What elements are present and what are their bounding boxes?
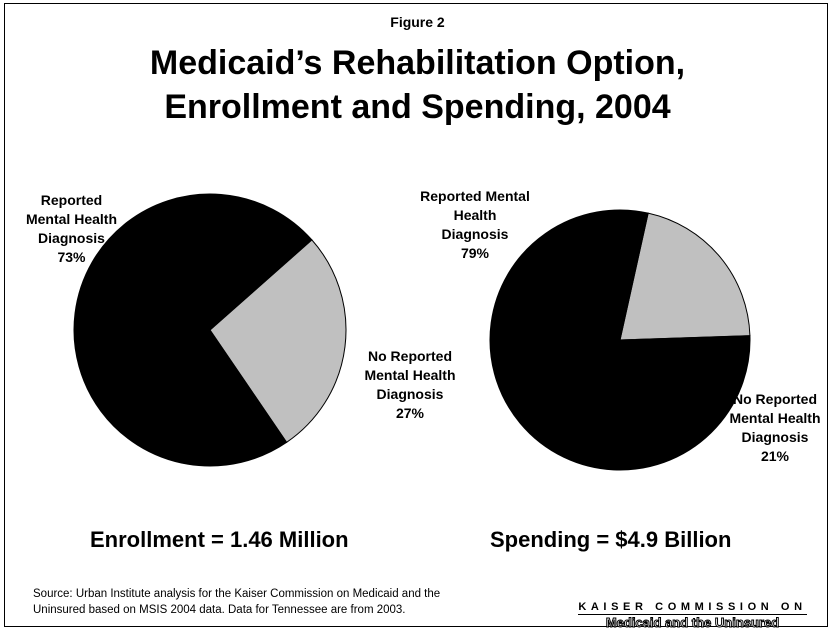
chart-title-line1: Medicaid’s Rehabilitation Option,	[149, 44, 686, 82]
figure-frame	[4, 3, 828, 627]
pie-slice-no-reported	[209, 239, 347, 444]
chart-title-line2: Enrollment and Spending, 2004	[164, 88, 671, 126]
figure-label: Figure 2	[390, 14, 445, 30]
pie-slice-reported	[489, 209, 751, 471]
pie-slice-reported	[73, 193, 313, 467]
enrollment-summary: Enrollment = 1.46 Million	[90, 527, 349, 552]
spending-no-reported-label: No Reported Mental Health Diagnosis 21%	[729, 391, 821, 464]
enrollment-reported-label: Reported Mental Health Diagnosis 73%	[25, 192, 117, 265]
kaiser-logo: KAISER COMMISSION ON Medicaid and the Un…	[570, 597, 815, 631]
source-note: Source: Urban Institute analysis for the…	[33, 586, 553, 618]
logo-medicaid-text: Medicaid and the Uninsured	[605, 615, 780, 631]
spending-reported-label: Reported Mental Health Diagnosis 79%	[420, 188, 530, 261]
enrollment-no-reported-label: No Reported Mental Health Diagnosis 27%	[364, 348, 456, 421]
logo-commission-text: KAISER COMMISSION ON	[578, 601, 807, 615]
spending-summary: Spending = $4.9 Billion	[490, 527, 732, 552]
pie-slice-no-reported	[619, 212, 751, 341]
source-line-1: Source: Urban Institute analysis for the…	[33, 588, 441, 600]
source-line-2: Uninsured based on MSIS 2004 data. Data …	[33, 604, 406, 616]
pie-spending	[489, 209, 751, 471]
pie-enrollment	[73, 193, 347, 467]
